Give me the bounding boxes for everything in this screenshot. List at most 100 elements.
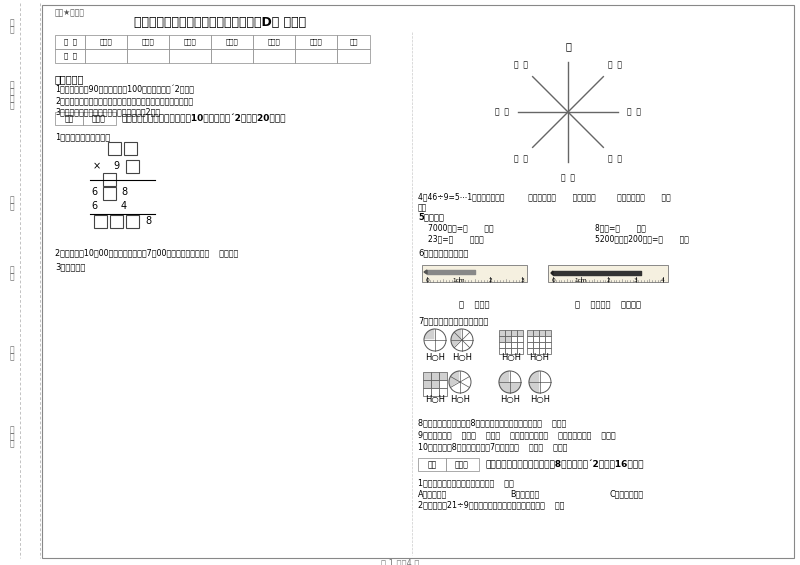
Polygon shape [435,340,446,351]
Bar [126,215,139,228]
Polygon shape [462,332,473,340]
Text: 题  号: 题 号 [63,38,77,45]
Bar [108,142,121,155]
Bar [55,112,83,125]
Bar [527,330,533,336]
Polygon shape [551,271,553,275]
Bar [211,35,253,49]
Polygon shape [454,329,462,340]
Bar [499,348,505,354]
Text: 4、46÷9=5⋯1中，被除数是（          ）、除数是（       ）、商是（         ）、余数是（       ）。: 4、46÷9=5⋯1中，被除数是（ ）、除数是（ ）、商是（ ）、余数是（ ）。 [418,192,670,201]
Bar [517,342,523,348]
Bar [505,336,511,342]
Text: 3、不要在试卷上乱写乱画，卷面不整洁才2分。: 3、不要在试卷上乱写乱画，卷面不整洁才2分。 [55,107,160,116]
Polygon shape [510,371,521,382]
Bar [423,380,431,388]
Text: 6: 6 [91,201,97,211]
Text: B、打开瓶盖: B、打开瓶盖 [510,489,539,498]
Text: 23吐=（       ）千克: 23吐=（ ）千克 [428,234,484,243]
Bar [103,173,116,186]
Text: 2: 2 [606,278,610,283]
Bar [337,49,370,63]
Text: 考试须知：: 考试须知： [55,74,84,84]
Bar [422,265,527,282]
Text: H○H: H○H [529,353,549,362]
Text: 0: 0 [425,278,429,283]
Polygon shape [451,332,462,340]
Text: 判断题: 判断题 [184,38,196,45]
Bar [55,35,85,49]
Bar [517,336,523,342]
Text: 准: 准 [10,80,14,89]
Text: 3: 3 [520,278,524,283]
Polygon shape [450,382,460,393]
Text: 总分: 总分 [350,38,358,45]
Text: 评卷人: 评卷人 [455,460,469,469]
Bar [539,348,545,354]
Text: 1cm: 1cm [452,278,465,283]
Bar [499,342,505,348]
Polygon shape [540,382,551,393]
Polygon shape [540,371,551,382]
Text: 二、反复比较，慎重选择（儗8小题，每题´2分，入16分）。: 二、反复比较，慎重选择（儗8小题，每题´2分，入16分）。 [485,460,643,469]
Text: H○H: H○H [500,395,520,404]
Polygon shape [435,329,446,340]
Text: H○H: H○H [530,395,550,404]
Text: 1、下面现象中属于平移现象的是（    ）。: 1、下面现象中属于平移现象的是（ ）。 [418,478,514,487]
Text: 8: 8 [145,216,151,226]
Bar [431,388,439,396]
Polygon shape [460,376,471,388]
Text: 装: 装 [10,425,14,434]
Text: 8、小明从一楼到三楼用8秒，照这样他从一楼到五楼用（    ）秒。: 8、小明从一楼到三楼用8秒，照这样他从一楼到五楼用（ ）秒。 [418,418,566,427]
Polygon shape [460,382,470,393]
Polygon shape [424,270,427,274]
Text: ）。: ）。 [418,203,427,212]
Bar [511,348,517,354]
Bar [533,342,539,348]
Polygon shape [529,382,540,393]
Bar [127,49,169,63]
Text: 5200千克－200千克=（       ）吐: 5200千克－200千克=（ ）吐 [595,234,689,243]
Text: ×: × [93,161,101,171]
Bar [517,330,523,336]
Text: 赣南版三年级数学下学期开学考试试题D卷 含答案: 赣南版三年级数学下学期开学考试试题D卷 含答案 [134,16,306,29]
Text: C、转动的风车: C、转动的风车 [610,489,644,498]
Polygon shape [424,329,435,340]
Bar [499,330,505,336]
Bar [545,330,551,336]
Text: 得  分: 得 分 [63,53,77,59]
Bar [499,336,505,342]
Polygon shape [424,340,435,351]
Text: 2、请首先按要求在试卷的指定位置填写您的姓名、班级、学号。: 2、请首先按要求在试卷的指定位置填写您的姓名、班级、学号。 [55,96,193,105]
Text: 订: 订 [10,432,14,441]
Bar [423,372,431,380]
Text: 10、时针在和8之间，分针指呴7，这时是（    ）时（    ）分。: 10、时针在和8之间，分针指呴7，这时是（ ）时（ ）分。 [418,442,567,451]
Bar [126,160,139,173]
Text: 7、看图写分数，并比较大小。: 7、看图写分数，并比较大小。 [418,316,488,325]
Text: 3: 3 [634,278,638,283]
Text: 1、在里填上适当的数。: 1、在里填上适当的数。 [55,132,110,141]
Text: 级: 级 [10,202,14,211]
Bar [253,35,295,49]
Text: 选择题: 选择题 [142,38,154,45]
Polygon shape [499,371,510,382]
Text: 2: 2 [489,278,492,283]
Text: 得分: 得分 [427,460,437,469]
Text: （    ）厘米（    ）毫米。: （ ）厘米（ ）毫米。 [575,300,641,309]
Polygon shape [462,340,470,351]
Text: 0: 0 [551,278,555,283]
Bar [533,348,539,354]
Bar [527,348,533,354]
Bar [533,330,539,336]
Text: 6: 6 [91,187,97,197]
Bar [85,49,127,63]
Bar [439,372,447,380]
Bar [85,35,127,49]
Bar [511,330,517,336]
Text: 9、你出生于（    ）年（    ）月（    ）日，那一年是（    ）年，全年有（    ）天。: 9、你出生于（ ）年（ ）月（ ）日，那一年是（ ）年，全年有（ ）天。 [418,430,616,439]
Text: 校: 校 [10,272,14,281]
Bar [431,372,439,380]
Bar [337,35,370,49]
Bar [94,215,107,228]
Bar [253,49,295,63]
